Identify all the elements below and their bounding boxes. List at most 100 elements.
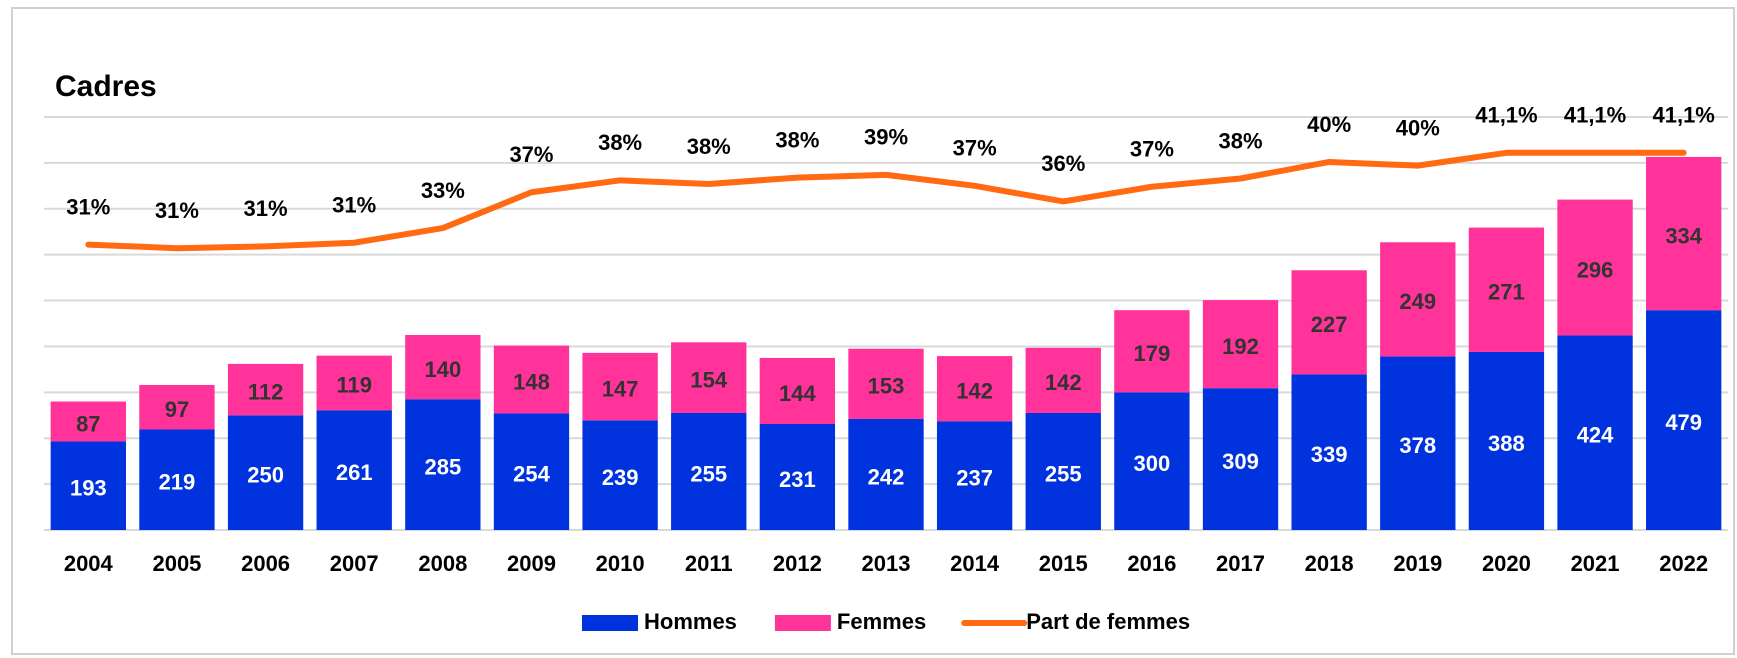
data-label: 154	[690, 367, 727, 392]
x-tick-label: 2018	[1305, 551, 1354, 576]
legend-swatch	[582, 615, 638, 631]
data-label: 41,1%	[1475, 103, 1537, 128]
bar-segment	[227, 415, 304, 530]
bar-segment	[493, 345, 570, 414]
bar-segment	[848, 348, 924, 419]
data-label: 261	[336, 460, 373, 485]
data-label: 31%	[66, 194, 110, 219]
bar-segment	[582, 420, 658, 530]
data-label: 193	[70, 476, 107, 501]
bar-segment	[582, 352, 658, 421]
data-label: 388	[1488, 431, 1525, 456]
data-label: 36%	[1041, 151, 1085, 176]
legend-label: Femmes	[837, 609, 926, 634]
data-label: 31%	[244, 196, 288, 221]
data-label: 179	[1134, 341, 1171, 366]
data-label: 192	[1222, 334, 1259, 359]
bar-segment	[1291, 270, 1367, 375]
x-tick-label: 2005	[152, 551, 201, 576]
bar-segment	[936, 421, 1013, 530]
bar-segment	[1202, 388, 1279, 530]
bar-segment	[759, 423, 836, 530]
data-label: 479	[1665, 410, 1702, 435]
data-label: 334	[1665, 223, 1702, 248]
data-label: 300	[1134, 451, 1171, 476]
x-tick-label: 2016	[1127, 551, 1176, 576]
x-tick-label: 2019	[1393, 551, 1442, 576]
x-tick-label: 2017	[1216, 551, 1265, 576]
x-tick-label: 2022	[1659, 551, 1708, 576]
data-label: 140	[424, 357, 461, 382]
x-tick-label: 2020	[1482, 551, 1531, 576]
data-label: 424	[1577, 423, 1614, 448]
bar-segment	[316, 355, 392, 411]
bar-segment	[139, 384, 215, 430]
bar-segment	[316, 410, 392, 530]
data-label: 38%	[1219, 128, 1263, 153]
bar-segment	[1202, 300, 1279, 389]
data-label: 38%	[598, 130, 642, 155]
data-label: 142	[1045, 370, 1082, 395]
data-label: 296	[1577, 257, 1614, 282]
bar-segment	[1114, 310, 1190, 393]
bar-segment	[671, 412, 747, 530]
data-label: 37%	[1130, 137, 1174, 162]
data-label: 40%	[1396, 115, 1440, 140]
data-label: 142	[956, 378, 993, 403]
bar-segment	[1380, 242, 1456, 357]
data-label: 231	[779, 467, 816, 492]
data-label: 39%	[864, 125, 908, 150]
data-label: 112	[248, 379, 284, 404]
x-tick-label: 2014	[950, 551, 1000, 576]
x-tick-label: 2006	[241, 551, 290, 576]
bar-segment	[405, 334, 481, 400]
bar-segment	[227, 363, 304, 416]
bar-segment	[405, 399, 481, 530]
data-label: 285	[424, 454, 461, 479]
bar-segment	[493, 413, 570, 530]
data-label: 339	[1311, 442, 1348, 467]
data-label: 153	[868, 374, 905, 399]
bar-segment	[139, 429, 215, 530]
data-label: 237	[956, 465, 993, 490]
legend-swatch	[774, 615, 831, 631]
bar-segment	[1025, 412, 1101, 530]
bar-segment	[1114, 392, 1190, 530]
x-tick-label: 2007	[330, 551, 379, 576]
chart-title: Cadres	[55, 70, 157, 103]
data-label: 41,1%	[1564, 103, 1626, 128]
data-label: 255	[1045, 461, 1082, 486]
x-tick-label: 2009	[507, 551, 556, 576]
data-label: 97	[165, 397, 189, 422]
bar-segment	[671, 342, 747, 413]
data-label: 309	[1222, 449, 1259, 474]
data-label: 148	[513, 369, 550, 394]
data-label: 38%	[687, 134, 731, 159]
data-label: 38%	[775, 127, 819, 152]
bar-segment	[50, 441, 126, 530]
bar-segment	[1646, 156, 1722, 311]
bar-segment	[759, 357, 836, 424]
bar-segment	[848, 418, 924, 530]
line-series	[85, 149, 1687, 252]
data-label: 31%	[332, 193, 376, 218]
data-label: 144	[779, 381, 816, 406]
data-label: 271	[1488, 280, 1525, 305]
data-label: 239	[602, 465, 639, 490]
bar-segment	[1557, 199, 1633, 336]
x-tick-label: 2012	[773, 551, 822, 576]
bar-segment	[1468, 351, 1545, 530]
data-label: 249	[1399, 289, 1436, 314]
data-label: 33%	[421, 178, 465, 203]
data-label: 41,1%	[1652, 103, 1714, 128]
legend-label: Hommes	[644, 609, 737, 634]
bar-segment	[1380, 356, 1456, 530]
legend-label: Part de femmes	[1026, 609, 1190, 634]
x-tick-label: 2011	[685, 551, 733, 576]
data-label: 37%	[953, 136, 997, 161]
data-label: 37%	[509, 142, 553, 167]
bar-segment	[1291, 374, 1367, 530]
data-label: 255	[690, 461, 727, 486]
data-label: 219	[159, 470, 196, 495]
